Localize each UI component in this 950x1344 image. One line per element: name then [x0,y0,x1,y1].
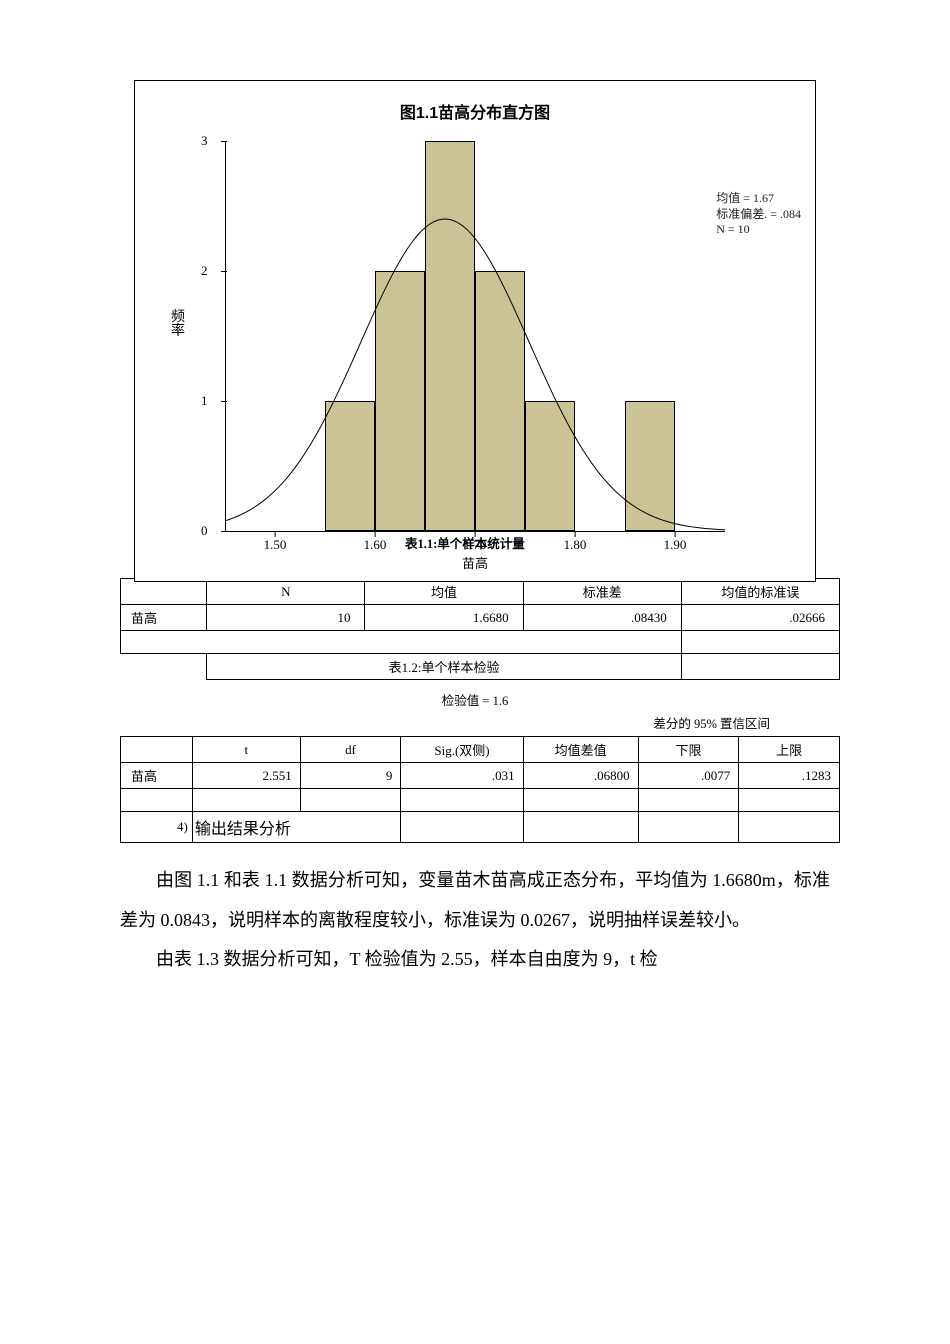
t2-md: .06800 [523,763,638,789]
footer-label: 输出结果分析 [192,812,401,843]
t1-n: 10 [207,605,365,631]
t1-mean: 1.6680 [365,605,523,631]
table2-caption: 表1.2:单个样本检验 [207,654,682,680]
t1-h-mean: 均值 [365,579,523,605]
t2-h-df: df [300,737,401,763]
t1-se: .02666 [681,605,839,631]
t2-t: 2.551 [192,763,300,789]
paragraph-2: 由表 1.3 数据分析可知，T 检验值为 2.55，样本自由度为 9，t 检 [120,940,830,980]
x-axis-label: 苗高 [225,553,725,572]
table1-title: 表1.1:单个样本统计量 [405,533,525,552]
t2-h-low: 下限 [638,737,739,763]
t2-rowlabel: 苗高 [121,763,193,789]
t1-h-se: 均值的标准误 [681,579,839,605]
table2: t df Sig.(双侧) 均值差值 下限 上限 苗高 2.551 9 .031… [120,736,840,843]
y-tick: 1 [201,393,208,409]
y-tick: 3 [201,133,208,149]
t2-up: .1283 [739,763,840,789]
footer-num: 4) [121,812,193,843]
t2-h-up: 上限 [739,737,840,763]
normal-curve [225,141,725,531]
y-tick: 0 [201,523,208,539]
body-text: 由图 1.1 和表 1.1 数据分析可知，变量苗木苗高成正态分布，平均值为 1.… [120,861,830,980]
ci-note: 差分的 95% 置信区间 [120,713,830,732]
chart-title: 图1.1苗高分布直方图 [135,99,815,123]
plot-area [225,141,755,541]
t2-h-sig: Sig.(双侧) [401,737,523,763]
t1-h-n: N [207,579,365,605]
table1: N 均值 标准差 均值的标准误 苗高 10 1.6680 .08430 .026… [120,578,840,680]
t1-rowlabel: 苗高 [121,605,207,631]
y-tick: 2 [201,263,208,279]
t1-h-sd: 标准差 [523,579,681,605]
test-value-note: 检验值 = 1.6 [120,690,830,709]
t2-low: .0077 [638,763,739,789]
t2-sig: .031 [401,763,523,789]
t1-sd: .08430 [523,605,681,631]
histogram-chart: 图1.1苗高分布直方图 均值 = 1.67 标准偏差. = .084 N = 1… [134,80,816,582]
t2-df: 9 [300,763,401,789]
y-axis-label: 频 率 [171,311,185,339]
t2-h-t: t [192,737,300,763]
t2-h-md: 均值差值 [523,737,638,763]
paragraph-1: 由图 1.1 和表 1.1 数据分析可知，变量苗木苗高成正态分布，平均值为 1.… [120,861,830,940]
